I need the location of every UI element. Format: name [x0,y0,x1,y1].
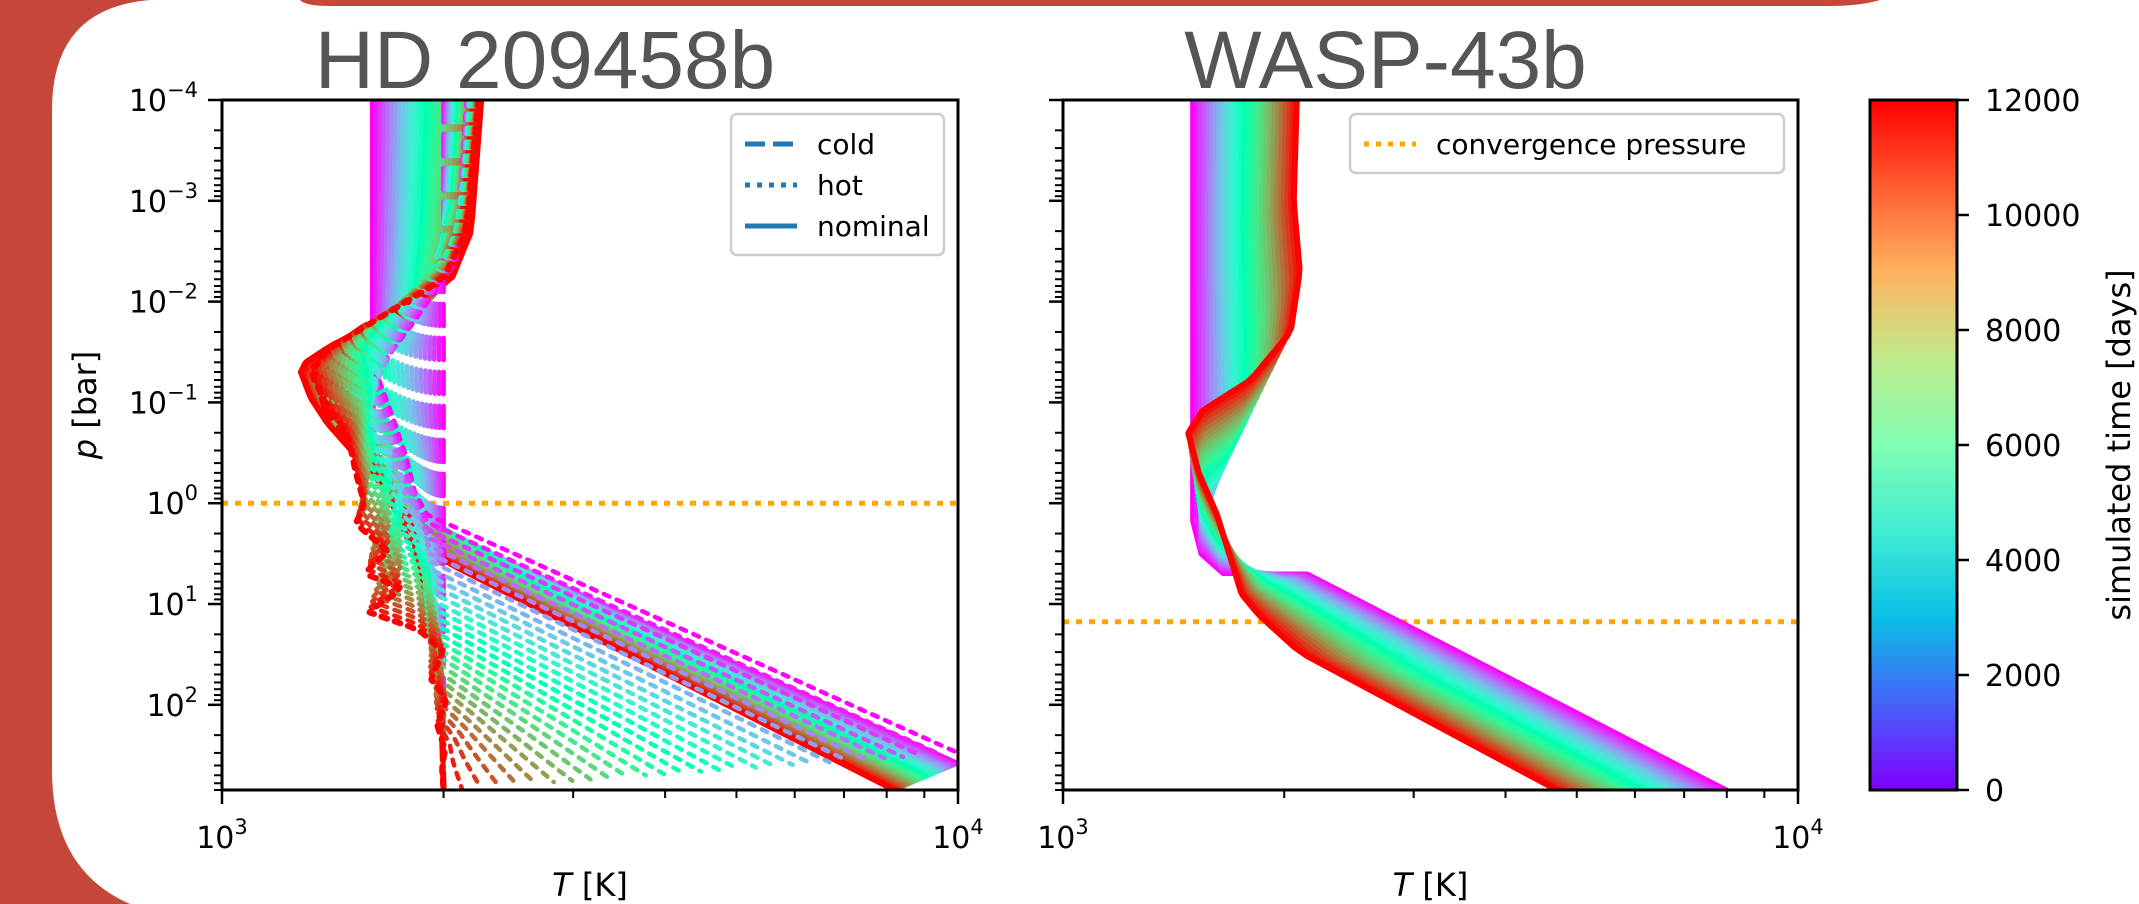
colorbar-tick-label: 4000 [1985,544,2061,579]
panel-title: WASP-43b [1184,15,1587,106]
legend-label: hot [817,169,863,202]
y-tick-exponent: −3 [167,179,198,203]
x-axis-label-symbol: T [1393,866,1415,904]
y-tick-exponent: −4 [167,78,198,102]
panel-1-axes-frame [1061,98,1800,792]
colorbar-tick-label: 12000 [1985,84,2080,119]
y-tick-label: 102 [146,683,198,724]
x-tick-base: 10 [1037,821,1075,856]
profile-dotted-line-28 [308,100,482,790]
y-tick-base: 10 [129,286,167,321]
colorbar-tick-label: 0 [1985,774,2004,809]
slide-frame-top-band [300,0,1880,6]
y-tick-exponent: −1 [167,380,198,404]
plot-layer [208,98,1969,804]
colorbar-tick-label: 8000 [1985,314,2061,349]
y-tick-label: 100 [146,481,198,522]
y-axis-label-symbol: p [66,439,104,460]
x-tick-exponent: 4 [1810,815,1823,839]
x-tick-base: 10 [1772,821,1810,856]
y-tick-label: 10−1 [129,380,198,421]
y-tick-label: 101 [146,582,198,623]
profile-dotted-line-1 [373,100,942,757]
y-tick-base: 10 [146,689,184,724]
x-tick-exponent: 4 [970,815,983,839]
x-axis-label: T [K] [552,866,628,904]
y-tick-exponent: 0 [185,481,198,505]
y-tick-label: 10−3 [129,179,198,220]
x-tick-base: 10 [932,821,970,856]
x-tick-exponent: 3 [1075,815,1088,839]
x-axis-label-symbol: T [552,866,574,904]
x-tick-label: 103 [196,815,248,856]
panel-0-plot-area [222,100,958,790]
legend: cold hot nominal [729,112,946,257]
y-tick-label: 10−4 [129,78,198,119]
legend: convergence pressure [1348,112,1786,175]
y-axis-label: p [bar] [66,351,104,461]
x-tick-label: 103 [1037,815,1089,856]
colorbar [1868,98,1959,792]
legend-label: cold [817,128,875,161]
panel-0-axes-frame [220,98,960,792]
y-tick-label: 10−2 [129,280,198,321]
x-axis-label-unit: [K] [1412,866,1468,904]
profile-solid-line-28 [1185,100,1560,790]
y-axis-label-unit: [bar] [66,351,104,439]
colorbar-tick-label: 2000 [1985,659,2061,694]
y-tick-exponent: −2 [167,280,198,304]
y-tick-base: 10 [129,386,167,421]
legend-box [1348,112,1786,175]
x-axis-label-unit: [K] [572,866,628,904]
colorbar-tick-label: 6000 [1985,429,2061,464]
x-axis-label: T [K] [1393,866,1469,904]
y-tick-base: 10 [146,588,184,623]
y-tick-base: 10 [146,487,184,522]
y-tick-base: 10 [129,84,167,119]
colorbar-tick-label: 10000 [1985,199,2080,234]
x-tick-label: 104 [1772,815,1824,856]
slide-frame-left-bleed [0,0,52,904]
panel-title: HD 209458b [315,15,775,106]
x-tick-exponent: 3 [234,815,247,839]
legend-label: convergence pressure [1436,128,1746,161]
legend-box [729,112,946,257]
y-tick-exponent: 2 [185,683,198,707]
y-tick-exponent: 1 [185,582,198,606]
panel-1-plot-area [1063,100,1798,790]
y-tick-base: 10 [129,185,167,220]
colorbar-label: simulated time [days] [2100,269,2138,620]
legend-label: nominal [817,210,930,243]
x-tick-label: 104 [932,815,984,856]
x-tick-base: 10 [196,821,234,856]
